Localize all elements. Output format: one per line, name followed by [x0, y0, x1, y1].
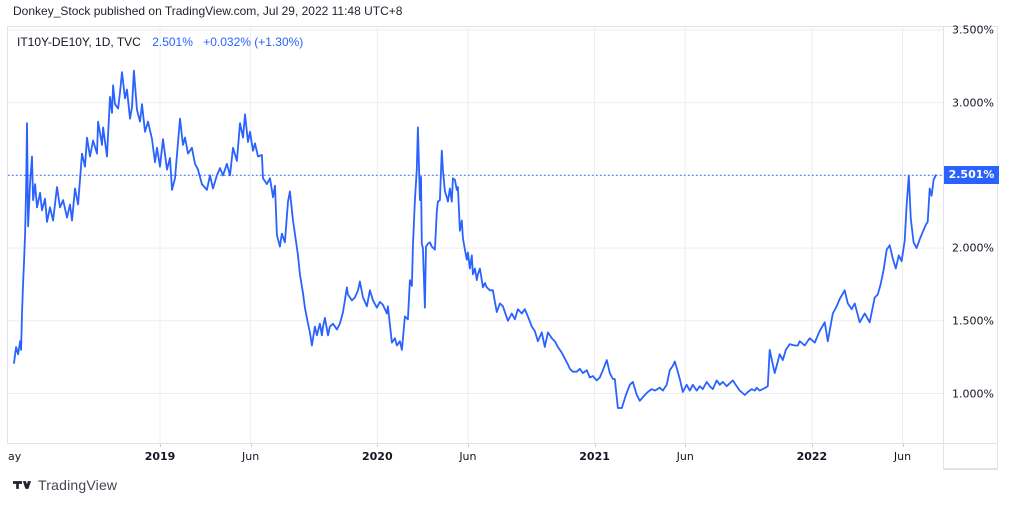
- time-scale-label: ay: [8, 450, 22, 463]
- time-scale-label: 2019: [144, 450, 176, 463]
- symbol-title[interactable]: IT10Y-DE10Y, 1D, TVC: [17, 35, 141, 49]
- price-line-series: [13, 69, 937, 409]
- time-scale-label: 2021: [579, 450, 610, 463]
- last-price-badge: 2.501%: [944, 166, 999, 185]
- price-scale-label: 1.000%: [952, 387, 994, 400]
- time-scale-tick: [160, 443, 161, 447]
- symbol-legend: IT10Y-DE10Y, 1D, TVC 2.501% +0.032% (+1.…: [17, 35, 303, 49]
- time-scale-tick: [250, 443, 252, 447]
- price-scale-label: 3.000%: [952, 96, 994, 110]
- time-scale-tick: [594, 443, 596, 447]
- price-scale-label: 1.500%: [952, 314, 994, 328]
- tradingview-logo-icon[interactable]: [13, 478, 31, 492]
- time-scale-label: 2022: [796, 450, 828, 463]
- price-scale-separator: [943, 26, 944, 470]
- time-scale-tick: [811, 443, 813, 447]
- legend-change-value: +0.032% (+1.30%): [203, 35, 304, 49]
- time-scale-label: Jun: [242, 450, 260, 463]
- legend-last-value: 2.501%: [152, 35, 193, 49]
- time-scale-label: 2020: [361, 450, 393, 463]
- time-scale-separator: [7, 443, 998, 444]
- time-scale-tick: [467, 443, 469, 447]
- time-scale-label: Jun: [893, 450, 912, 463]
- time-scale-label: Jun: [676, 450, 694, 463]
- price-scale[interactable]: 3.500% 3.000% 2.000% 1.500% 1.000%: [944, 23, 998, 443]
- chart-canvas[interactable]: [7, 26, 944, 443]
- time-scale-label: Jun: [459, 450, 477, 463]
- price-scale-label: 2.000%: [952, 241, 994, 255]
- time-scale-tick: [685, 443, 687, 447]
- attribution-text: Donkey_Stock published on TradingView.co…: [13, 4, 403, 18]
- time-scale-tick: [902, 443, 904, 447]
- footer: TradingView: [13, 476, 117, 494]
- price-scale-label: 3.500%: [952, 23, 994, 37]
- time-scale[interactable]: ay 2019 Jun 2020 Jun 2021 Jun 2022 Jun: [7, 443, 944, 470]
- tradingview-wordmark[interactable]: TradingView: [38, 477, 118, 493]
- time-scale-tick: [377, 443, 379, 447]
